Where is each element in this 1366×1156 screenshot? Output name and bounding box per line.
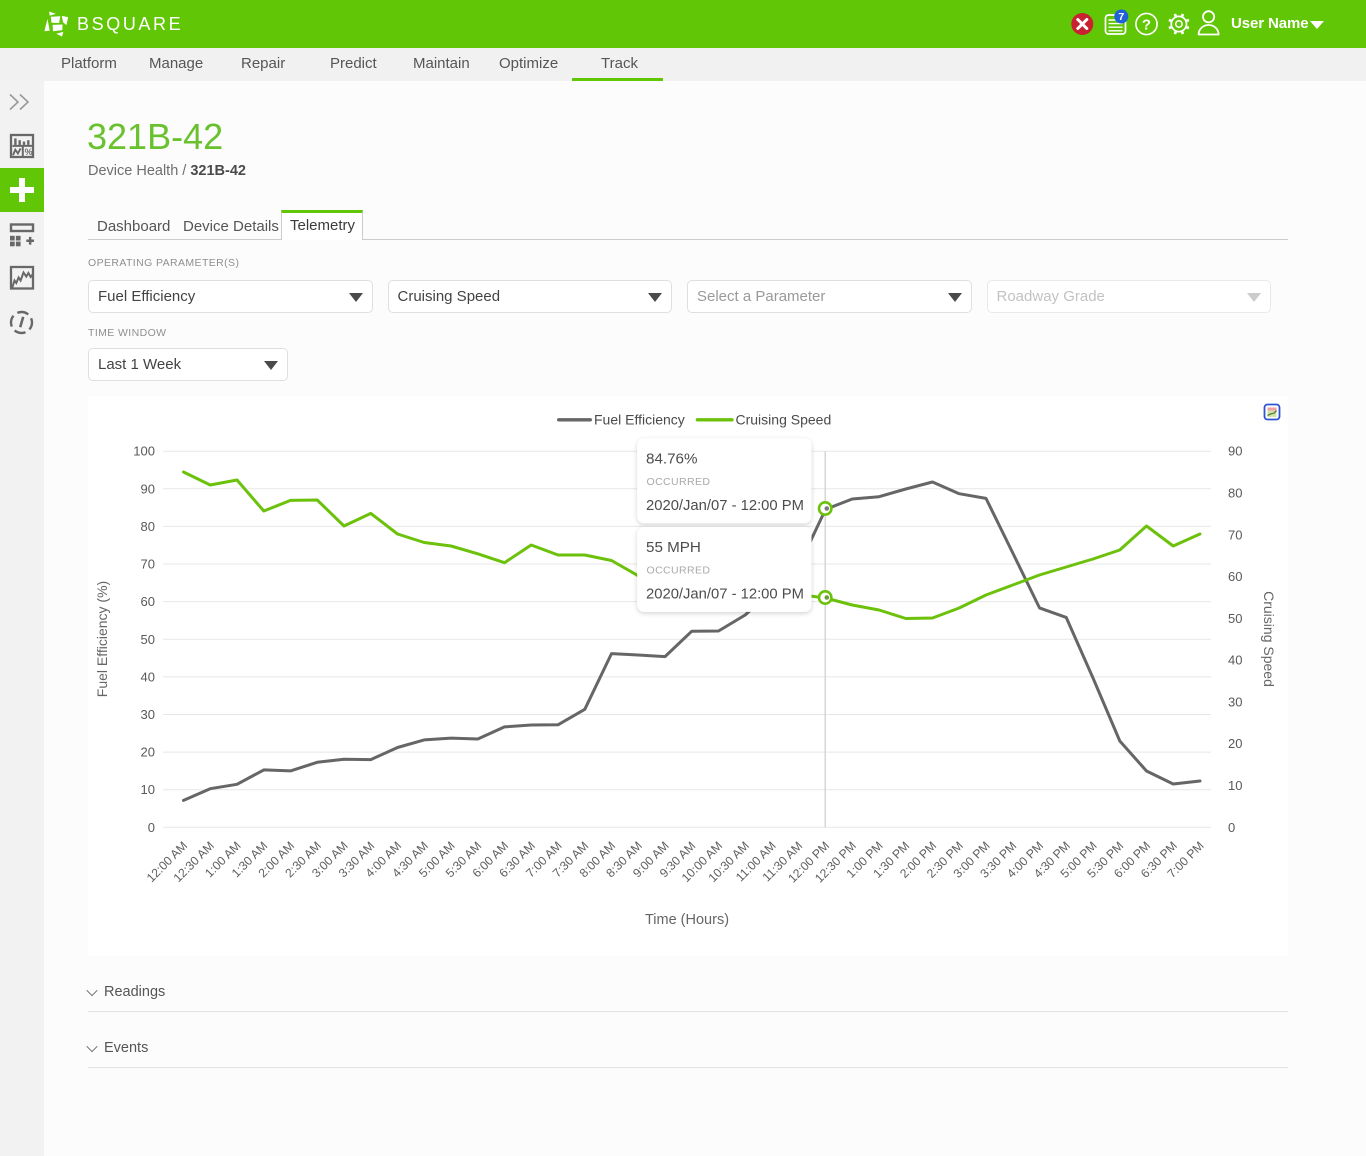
svg-text:30: 30 (141, 707, 155, 722)
svg-text:50: 50 (1228, 611, 1242, 626)
svg-text:2020/Jan/07 - 12:00 PM: 2020/Jan/07 - 12:00 PM (646, 587, 804, 603)
svg-text:90: 90 (1228, 444, 1242, 459)
svg-text:30: 30 (1228, 694, 1242, 709)
svg-text:10: 10 (141, 782, 155, 797)
svg-text:40: 40 (1228, 653, 1242, 668)
svg-text:20: 20 (1228, 736, 1242, 751)
svg-text:10: 10 (1228, 778, 1242, 793)
svg-text:OCCURRED: OCCURRED (647, 476, 711, 488)
svg-text:0: 0 (148, 820, 155, 835)
svg-text:7: 7 (1118, 11, 1124, 23)
svg-text:Cruising Speed: Cruising Speed (1261, 591, 1277, 687)
svg-text:100: 100 (133, 444, 155, 459)
svg-text:2020/Jan/07 - 12:00 PM: 2020/Jan/07 - 12:00 PM (646, 498, 804, 514)
svg-text:70: 70 (141, 557, 155, 572)
svg-text:55 MPH: 55 MPH (646, 539, 701, 556)
svg-text:Fuel Efficiency: Fuel Efficiency (594, 412, 685, 428)
svg-text:%: % (25, 147, 33, 157)
svg-text:80: 80 (141, 519, 155, 534)
svg-text:OCCURRED: OCCURRED (647, 564, 711, 576)
svg-text:40: 40 (141, 669, 155, 684)
svg-text:20: 20 (141, 745, 155, 760)
svg-text:60: 60 (1228, 569, 1242, 584)
svg-text:Cruising Speed: Cruising Speed (736, 412, 832, 428)
svg-text:?: ? (1142, 16, 1151, 33)
svg-text:84.76%: 84.76% (646, 451, 698, 468)
svg-text:Fuel Efficiency (%): Fuel Efficiency (%) (94, 581, 110, 697)
svg-text:0: 0 (1228, 820, 1235, 835)
svg-text:80: 80 (1228, 486, 1242, 501)
svg-text:60: 60 (141, 594, 155, 609)
svg-text:50: 50 (141, 632, 155, 647)
svg-text:Time (Hours): Time (Hours) (645, 912, 729, 928)
svg-text:70: 70 (1228, 527, 1242, 542)
svg-text:90: 90 (141, 481, 155, 496)
